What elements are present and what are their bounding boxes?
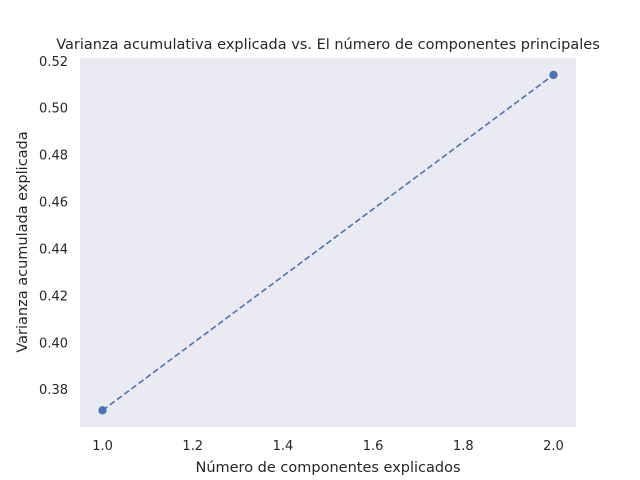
y-tick-label: 0.44 — [39, 242, 68, 257]
x-axis-label: Número de componentes explicados — [195, 460, 460, 476]
x-axis-ticks: 1.0 1.2 1.4 1.6 1.8 2.0 — [92, 439, 564, 454]
series-line — [102, 74, 554, 411]
x-tick-label: 1.0 — [92, 439, 113, 454]
y-tick-label: 0.52 — [39, 55, 68, 70]
y-tick-label: 0.38 — [39, 383, 68, 398]
series-layer — [98, 70, 558, 415]
y-tick-label: 0.40 — [39, 336, 68, 351]
x-tick-label: 1.4 — [273, 439, 294, 454]
x-tick-label: 1.6 — [363, 439, 384, 454]
data-point — [98, 406, 107, 415]
x-tick-label: 1.2 — [182, 439, 203, 454]
y-axis-ticks: 0.38 0.40 0.42 0.44 0.46 0.48 0.50 0.52 — [39, 55, 68, 398]
data-point — [549, 70, 558, 80]
y-tick-label: 0.50 — [39, 102, 68, 117]
chart-title: Varianza acumulativa explicada vs. El nú… — [56, 37, 600, 53]
y-tick-label: 0.46 — [39, 196, 68, 211]
y-tick-label: 0.42 — [39, 289, 68, 304]
y-axis-label: Varianza acumulada explicada — [15, 131, 31, 352]
x-tick-label: 1.8 — [453, 439, 474, 454]
x-tick-label: 2.0 — [543, 439, 564, 454]
y-tick-label: 0.48 — [39, 149, 68, 164]
